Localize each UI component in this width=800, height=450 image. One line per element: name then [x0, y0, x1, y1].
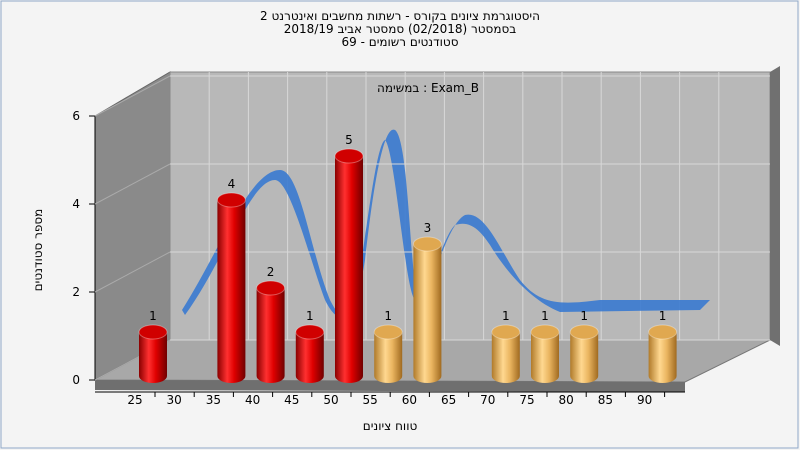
grid-line: [94, 75, 171, 117]
x-tick-label: 75: [519, 393, 534, 407]
bar-body: [374, 332, 403, 383]
x-tick-label: 70: [480, 393, 495, 407]
bar-body: [217, 200, 246, 383]
data-label: 2: [267, 265, 275, 279]
x-tick-label: 90: [637, 393, 652, 407]
bar-body: [335, 156, 363, 383]
bar: [256, 280, 286, 383]
x-tick-label: 60: [402, 393, 417, 407]
bar: [373, 324, 403, 383]
bar-body: [413, 244, 442, 383]
x-tick-label: 50: [323, 393, 338, 407]
bar-body: [295, 332, 324, 383]
data-label: 1: [306, 309, 314, 323]
data-label: 3: [424, 221, 432, 235]
bar-body: [491, 332, 520, 383]
x-tick-label: 25: [127, 393, 142, 407]
bar-top: [648, 324, 678, 340]
bar: [412, 236, 442, 383]
data-label: 1: [384, 309, 392, 323]
x-tick-label: 35: [206, 393, 221, 407]
bar: [569, 324, 599, 383]
x-tick-label: 45: [284, 393, 299, 407]
bar: [491, 324, 521, 383]
x-tick-label: 40: [245, 393, 260, 407]
bar-top: [178, 369, 206, 383]
bar: [138, 324, 168, 383]
bar-top: [530, 324, 560, 340]
data-label: 1: [541, 309, 549, 323]
bar-body: [648, 332, 677, 383]
wall-edge: [770, 66, 780, 346]
bar-top: [256, 280, 286, 296]
bar-body: [256, 288, 285, 383]
back-grid: [208, 72, 720, 340]
bar-top: [216, 192, 246, 208]
data-label: 5: [345, 133, 353, 147]
data-label: 1: [659, 309, 667, 323]
x-tick-label: 80: [559, 393, 574, 407]
chart-title: סטודנטים רשומים - 69: [341, 35, 458, 49]
data-label: 1: [149, 309, 157, 323]
bar-top: [334, 148, 364, 164]
bar-top: [138, 324, 168, 340]
x-axis-label: טווח ציונים: [363, 419, 418, 433]
bar-top: [569, 324, 599, 340]
bar-top: [373, 324, 403, 340]
y-tick-label: 6: [72, 109, 80, 123]
floor-edge: [95, 380, 685, 392]
bar: [295, 324, 325, 383]
bar-top: [491, 324, 521, 340]
data-label: 4: [228, 177, 236, 191]
y-tick-label: 2: [72, 285, 80, 299]
bar-top: [609, 369, 637, 383]
chart-subtitle: במשימה : Exam_B: [377, 81, 479, 95]
chart-title: בסמסטר (02/2018) סמסטר אביב 2018/19: [284, 22, 516, 36]
x-tick-label: 55: [363, 393, 378, 407]
bar-top: [453, 369, 481, 383]
y-tick-label: 4: [72, 197, 80, 211]
bar-body: [531, 332, 559, 383]
y-tick-label: 0: [72, 373, 80, 387]
data-label: 1: [502, 309, 510, 323]
bar-top: [295, 324, 325, 340]
x-tick-label: 65: [441, 393, 456, 407]
bar: [530, 324, 560, 383]
y-axis-label: מספר סטודנטים: [31, 209, 45, 292]
data-label: 1: [580, 309, 588, 323]
grid-line: [94, 251, 171, 293]
bar-body: [139, 332, 167, 383]
x-tick-label: 30: [167, 393, 182, 407]
bar: [216, 192, 246, 383]
chart-title: היסטוגרמת ציונים בקורס - רשתות מחשבים וא…: [260, 9, 540, 23]
x-tick-label: 85: [598, 393, 613, 407]
grid-line: [94, 163, 171, 205]
bar: [334, 148, 364, 383]
bar-top: [412, 236, 442, 252]
bar-body: [570, 332, 599, 383]
bar: [648, 324, 678, 383]
